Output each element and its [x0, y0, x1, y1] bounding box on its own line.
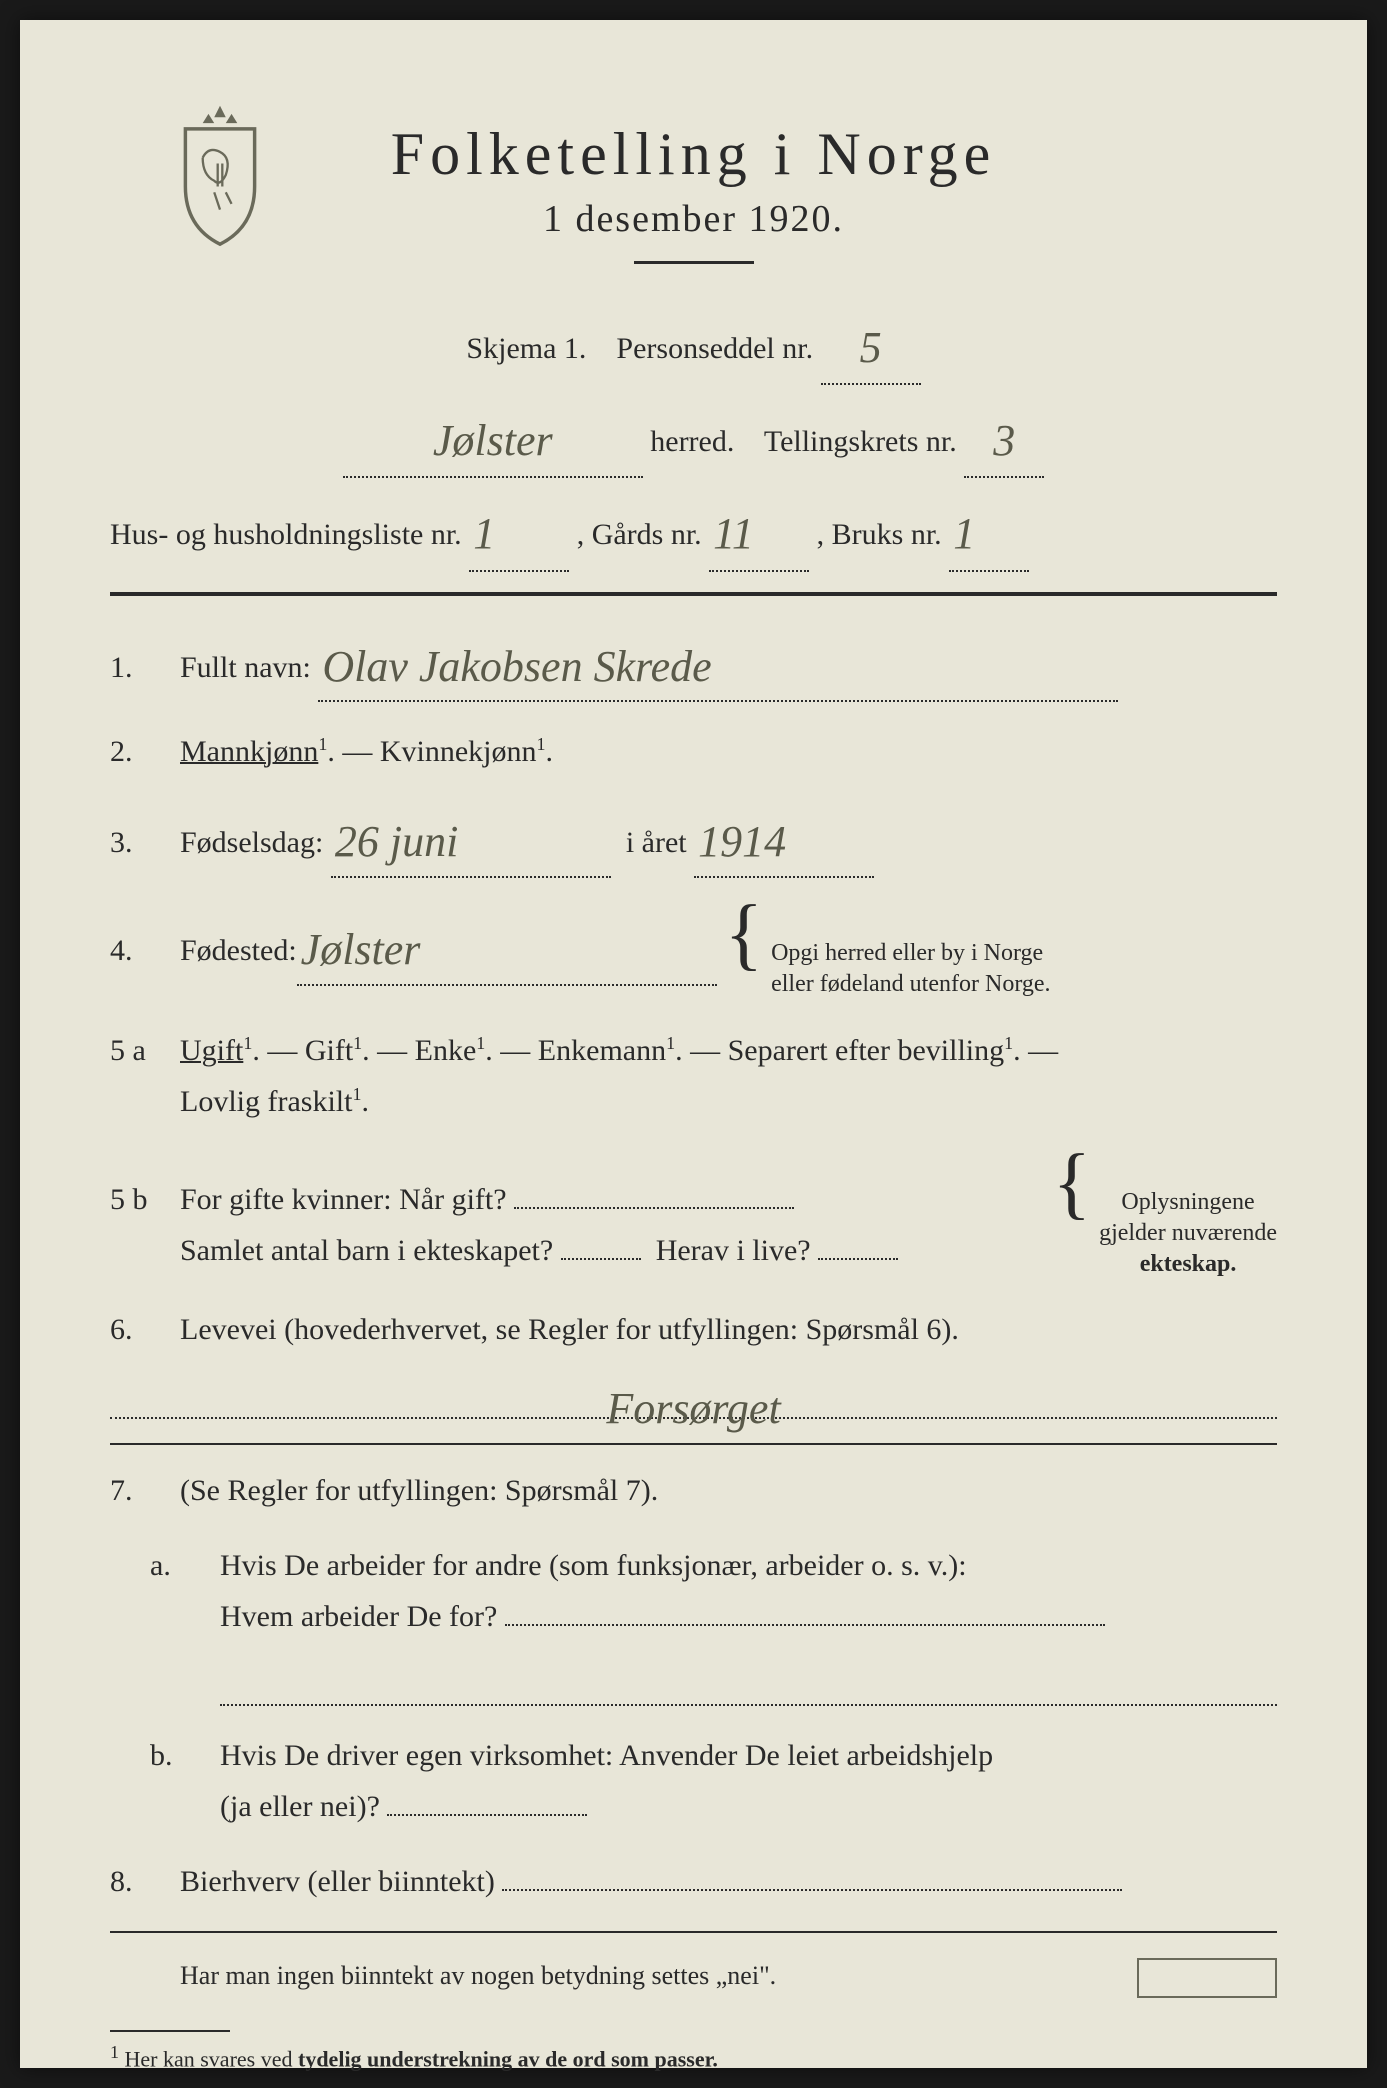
q5a-gift: Gift: [305, 1034, 353, 1067]
question-7: 7. (Se Regler for utfyllingen: Spørsmål …: [110, 1465, 1277, 1516]
tellingskrets-value: 3: [993, 416, 1015, 465]
q2-number: 2.: [110, 735, 180, 769]
q5a-enke: Enke: [415, 1034, 477, 1067]
q1-fullname-value: Olav Jakobsen Skrede: [322, 642, 711, 691]
husliste-label: Hus- og husholdningsliste nr.: [110, 518, 462, 551]
q5b-label2: Samlet antal barn i ekteskapet?: [180, 1234, 553, 1267]
q5b-number: 5 b: [110, 1183, 180, 1217]
footnote-section: 1 Her kan svares ved tydelig understrekn…: [110, 2030, 1277, 2072]
q6-label: Levevei (hovederhvervet, se Regler for u…: [180, 1313, 959, 1346]
footnote-rule: [110, 2030, 230, 2032]
q5a-ugift: Ugift: [180, 1034, 243, 1067]
q5a-fraskilt: Lovlig fraskilt: [180, 1085, 352, 1118]
q2-male-option: Mannkjønn: [180, 735, 318, 768]
tellingskrets-label: Tellingskrets nr.: [764, 425, 957, 458]
question-5b: 5 b For gifte kvinner: Når gift? Samlet …: [110, 1151, 1277, 1281]
question-7b: b. Hvis De driver egen virksomhet: Anven…: [110, 1730, 1277, 1832]
question-4: 4. Fødested: Jølster { Opgi herred eller…: [110, 902, 1277, 1000]
q4-number: 4.: [110, 934, 180, 968]
header-separator: [110, 592, 1277, 596]
form-title: Folketelling i Norge: [110, 120, 1277, 189]
form-header: Folketelling i Norge 1 desember 1920.: [110, 120, 1277, 264]
footnote-text2: tydelig understrekning av de ord som pas…: [298, 2046, 718, 2071]
q1-number: 1.: [110, 651, 180, 685]
q8-number: 8.: [110, 1865, 180, 1899]
herred-label: herred.: [650, 425, 734, 458]
question-7a: a. Hvis De arbeider for andre (som funks…: [110, 1540, 1277, 1642]
q6-occupation-value: Forsørget: [606, 1384, 780, 1433]
q7-number: 7.: [110, 1474, 180, 1508]
question-8: 8. Bierhverv (eller biinntekt): [110, 1856, 1277, 1907]
footnote-marker: 1: [110, 2042, 119, 2062]
question-1: 1. Fullt navn: Olav Jakobsen Skrede: [110, 626, 1277, 703]
q7b-line1: Hvis De driver egen virksomhet: Anvender…: [220, 1739, 993, 1772]
q5a-number: 5 a: [110, 1034, 180, 1068]
q7-label: (Se Regler for utfyllingen: Spørsmål 7).: [180, 1474, 658, 1507]
q5a-enkemann: Enkemann: [538, 1034, 666, 1067]
gards-label: , Gårds nr.: [577, 518, 702, 551]
q5b-label3: Herav i live?: [656, 1234, 811, 1267]
footer-separator: [110, 1931, 1277, 1933]
census-form-page: Folketelling i Norge 1 desember 1920. Sk…: [20, 20, 1367, 2068]
question-6: 6. Levevei (hovederhvervet, se Regler fo…: [110, 1304, 1277, 1355]
footer-note: Har man ingen biinntekt av nogen betydni…: [180, 1953, 1277, 2000]
printer-stamp: [1137, 1958, 1277, 1998]
q7b-line2: (ja eller nei)?: [220, 1790, 380, 1823]
form-date: 1 desember 1920.: [110, 197, 1277, 241]
q7a-line2: Hvem arbeider De for?: [220, 1600, 497, 1633]
bruks-value: 1: [953, 509, 975, 558]
brace-icon: {: [1053, 1151, 1091, 1215]
herred-value: Jølster: [433, 416, 553, 465]
q3-day-value: 26 juni: [335, 817, 458, 866]
q4-label: Fødested:: [180, 925, 297, 976]
personseddel-value: 5: [860, 323, 882, 372]
gards-value: 11: [713, 509, 754, 558]
q6-number: 6.: [110, 1313, 180, 1347]
question-3: 3. Fødselsdag: 26 juni i året 1914: [110, 801, 1277, 878]
q5a-separert: Separert efter bevilling: [728, 1034, 1005, 1067]
q6-value-line: Forsørget: [110, 1379, 1277, 1419]
skjema-label: Skjema 1.: [466, 332, 586, 365]
question-2: 2. Mannkjønn1. — Kvinnekjønn1.: [110, 726, 1277, 777]
mid-separator: [110, 1443, 1277, 1445]
q4-birthplace-value: Jølster: [301, 925, 421, 974]
q5b-sidenote: Oplysningene gjelder nuværende ekteskap.: [1099, 1187, 1277, 1281]
q7b-number: b.: [110, 1739, 220, 1773]
q4-sidenote: Opgi herred eller by i Norge eller fødel…: [771, 938, 1050, 1000]
q3-number: 3.: [110, 826, 180, 860]
q7a-number: a.: [110, 1549, 220, 1583]
q8-label: Bierhverv (eller biinntekt): [180, 1865, 495, 1898]
footnote-text1: Her kan svares ved: [125, 2046, 299, 2071]
question-5a: 5 a Ugift1. — Gift1. — Enke1. — Enkemann…: [110, 1025, 1277, 1127]
title-divider: [634, 261, 754, 264]
husliste-value: 1: [473, 509, 495, 558]
q3-label: Fødselsdag:: [180, 826, 323, 859]
norwegian-coat-of-arms-icon: [160, 100, 280, 250]
q5b-label1: For gifte kvinner: Når gift?: [180, 1183, 507, 1216]
skjema-line: Skjema 1. Personseddel nr. 5: [110, 304, 1277, 385]
husliste-line: Hus- og husholdningsliste nr. 1 , Gårds …: [110, 490, 1277, 571]
q1-label: Fullt navn:: [180, 651, 311, 684]
personseddel-label: Personseddel nr.: [616, 332, 813, 365]
herred-line: Jølster herred. Tellingskrets nr. 3: [110, 397, 1277, 478]
bruks-label: , Bruks nr.: [817, 518, 942, 551]
q2-female-option: Kvinnekjønn: [380, 735, 537, 768]
q3-year-value: 1914: [698, 817, 786, 866]
q3-year-label: i året: [626, 826, 687, 859]
q7a-line1: Hvis De arbeider for andre (som funksjon…: [220, 1549, 967, 1582]
q7a-blank-line: [220, 1666, 1277, 1706]
brace-icon: {: [725, 902, 763, 966]
